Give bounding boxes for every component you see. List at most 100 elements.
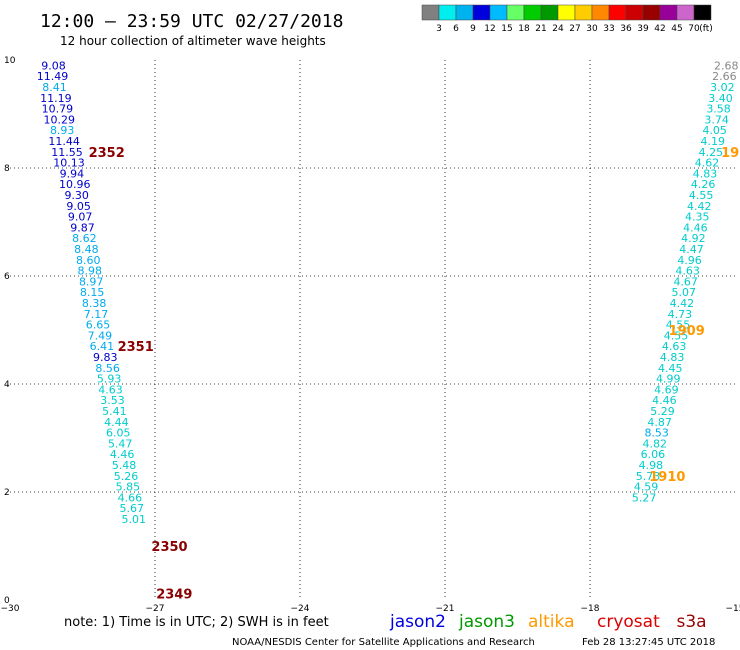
wave-height-value: 4.55 xyxy=(689,189,714,202)
color-swatch xyxy=(693,4,712,21)
wave-height-value: 4.47 xyxy=(679,243,704,256)
pass-time-label: 2351 xyxy=(118,340,154,355)
wave-height-value: 4.92 xyxy=(681,232,706,245)
wave-height-value: 11.19 xyxy=(40,92,72,105)
wave-height-value: 4.67 xyxy=(673,275,698,288)
legend-entry: cryosat xyxy=(597,612,660,632)
wave-height-value: 4.98 xyxy=(639,459,664,472)
data-marks: 9.0811.498.4111.1910.7910.298.9311.4411.… xyxy=(37,59,739,602)
wave-height-value: 4.63 xyxy=(98,383,123,396)
wave-height-value: 4.83 xyxy=(693,167,718,180)
color-scale-label: 70 xyxy=(688,24,700,34)
wave-height-value: 4.87 xyxy=(647,416,672,429)
color-scale-legend: 3 6 9 12 15 18 21 24 27 30 33 36 39 42 45 70 xyxy=(421,4,712,34)
wave-height-value: 11.55 xyxy=(51,146,83,159)
wave-height-value: 4.99 xyxy=(656,373,681,386)
wave-height-value: 7.49 xyxy=(88,329,113,342)
y-tick-label: 6 xyxy=(4,272,10,282)
wave-height-value: 4.42 xyxy=(670,297,695,310)
wave-height-value: 8.93 xyxy=(50,124,75,137)
wave-height-value: 4.42 xyxy=(687,200,712,213)
color-swatch xyxy=(574,4,593,21)
color-scale-label: 6 xyxy=(453,24,459,34)
x-tick-label: −24 xyxy=(291,604,310,614)
wave-height-value: 5.85 xyxy=(116,481,141,494)
footer-timestamp: Feb 28 13:27:45 UTC 2018 xyxy=(582,637,715,648)
chart-title: 12:00 – 23:59 UTC 02/27/2018 xyxy=(40,11,343,32)
wave-height-value: 3.58 xyxy=(706,103,731,116)
wave-height-value: 4.69 xyxy=(654,383,679,396)
wave-height-value: 5.27 xyxy=(632,491,657,504)
wave-height-value: 7.17 xyxy=(84,308,109,321)
legend-entry: altika xyxy=(528,612,575,632)
wave-height-value: 4.26 xyxy=(691,178,716,191)
color-scale-label: 33 xyxy=(603,24,614,34)
wave-height-value: 9.83 xyxy=(93,351,118,364)
color-swatch xyxy=(591,4,610,21)
wave-height-value: 8.60 xyxy=(76,254,101,267)
color-scale-label: 27 xyxy=(569,24,580,34)
chart-subtitle: 12 hour collection of altimeter wave hei… xyxy=(60,34,326,48)
wave-height-value: 8.53 xyxy=(644,427,669,440)
wave-height-value: 8.62 xyxy=(72,232,97,245)
y-tick-label: 2 xyxy=(4,488,10,498)
wave-height-value: 5.67 xyxy=(120,502,145,515)
legend-entry: jason2 xyxy=(389,612,446,632)
wave-height-value: 11.49 xyxy=(37,70,69,83)
color-swatch xyxy=(642,4,661,21)
wave-height-value: 5.48 xyxy=(112,459,137,472)
color-swatch xyxy=(540,4,559,21)
wave-height-value: 4.45 xyxy=(658,362,683,375)
wave-height-value: 8.48 xyxy=(74,243,99,256)
wave-height-value: 4.25 xyxy=(699,146,724,159)
wave-height-value: 4.66 xyxy=(118,491,143,504)
wave-height-value: 5.73 xyxy=(636,470,661,483)
wave-height-value: 4.46 xyxy=(110,448,135,461)
color-scale-label: 15 xyxy=(501,24,512,34)
color-scale-label: 12 xyxy=(484,24,495,34)
x-tick-label: −15 xyxy=(726,604,740,614)
color-scale-label: 24 xyxy=(552,24,564,34)
color-swatch xyxy=(659,4,678,21)
wave-height-value: 8.56 xyxy=(95,362,120,375)
pass-time-label: 2349 xyxy=(156,588,192,603)
color-swatch xyxy=(472,4,491,21)
wave-height-value: 4.73 xyxy=(668,308,693,321)
color-scale-label: 39 xyxy=(637,24,649,34)
legend-entry: jason3 xyxy=(458,612,515,632)
footer-credit: NOAA/NESDIS Center for Satellite Applica… xyxy=(232,637,535,648)
color-swatch xyxy=(489,4,508,21)
wave-height-value: 9.05 xyxy=(66,200,91,213)
x-tick-label: −18 xyxy=(581,604,600,614)
color-scale-label: 21 xyxy=(535,24,546,34)
wave-height-value: 4.46 xyxy=(652,394,677,407)
color-scale-label: 3 xyxy=(436,24,442,34)
color-swatch xyxy=(438,4,457,21)
y-tick-label: 8 xyxy=(4,164,10,174)
wave-height-value: 5.47 xyxy=(108,437,133,450)
wave-height-value: 4.19 xyxy=(701,135,726,148)
color-scale-label: 9 xyxy=(470,24,476,34)
wave-height-value: 10.79 xyxy=(42,103,74,116)
wave-height-value: 4.55 xyxy=(664,329,689,342)
wave-height-value: 8.38 xyxy=(82,297,107,310)
wave-height-value: 8.98 xyxy=(78,265,103,278)
wave-height-value: 4.63 xyxy=(675,265,700,278)
wave-height-value: 11.44 xyxy=(48,135,80,148)
satellite-legend: jason2 jason3 altika cryosat s3a xyxy=(389,612,707,632)
wave-height-value: 4.59 xyxy=(634,481,659,494)
wave-height-value: 4.35 xyxy=(685,211,710,224)
color-swatch xyxy=(557,4,576,21)
wave-height-value: 5.26 xyxy=(114,470,139,483)
color-swatch xyxy=(506,4,525,21)
wave-height-value: 5.41 xyxy=(102,405,127,418)
color-scale-label: 45 xyxy=(671,24,682,34)
wave-height-value: 3.53 xyxy=(100,394,125,407)
wave-height-value: 4.46 xyxy=(683,221,708,234)
wave-height-value: 3.74 xyxy=(704,113,729,126)
wave-height-value: 8.97 xyxy=(79,275,104,288)
color-swatch xyxy=(421,4,440,21)
wave-height-value: 3.40 xyxy=(708,92,733,105)
wave-height-value: 4.55 xyxy=(666,319,691,332)
